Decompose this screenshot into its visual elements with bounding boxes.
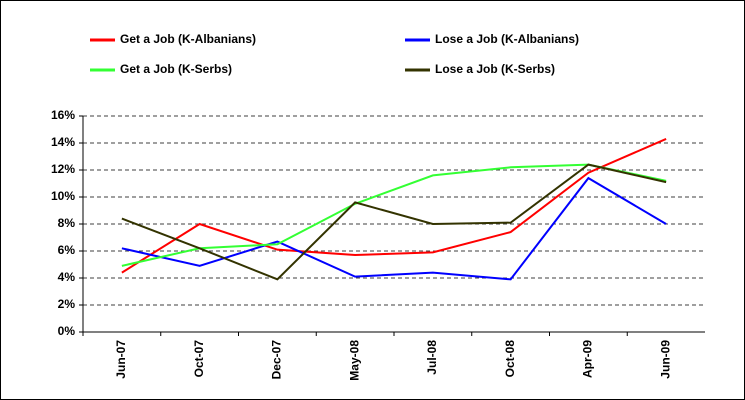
x-tick-label: Jul-08 — [425, 340, 439, 375]
legend-label: Lose a Job (K-Albanians) — [435, 32, 579, 46]
series-line — [121, 163, 667, 281]
x-tick-label: Jun-09 — [658, 340, 672, 379]
series-line — [121, 138, 667, 274]
legend-label: Lose a Job (K-Serbs) — [435, 62, 555, 76]
series-line — [121, 176, 667, 281]
legend-label: Get a Job (K-Serbs) — [120, 62, 232, 76]
x-tick-label: May-08 — [347, 340, 361, 381]
x-tick-label: Oct-08 — [503, 340, 517, 378]
y-tick-label: 12% — [51, 162, 75, 176]
y-tick-label: 14% — [51, 135, 75, 149]
x-tick-label: Oct-07 — [192, 340, 206, 378]
y-tick-label: 16% — [51, 108, 75, 122]
y-tick-label: 6% — [58, 243, 76, 257]
y-tick-label: 4% — [58, 270, 76, 284]
y-tick-label: 0% — [58, 324, 76, 338]
legend-label: Get a Job (K-Albanians) — [120, 32, 256, 46]
x-tick-label: Jun-07 — [114, 340, 128, 379]
y-tick-label: 10% — [51, 189, 75, 203]
x-tick-label: Dec-07 — [270, 340, 284, 380]
y-tick-label: 8% — [58, 216, 76, 230]
series-line — [121, 163, 667, 267]
x-tick-label: Apr-09 — [581, 340, 595, 378]
y-tick-label: 2% — [58, 297, 76, 311]
